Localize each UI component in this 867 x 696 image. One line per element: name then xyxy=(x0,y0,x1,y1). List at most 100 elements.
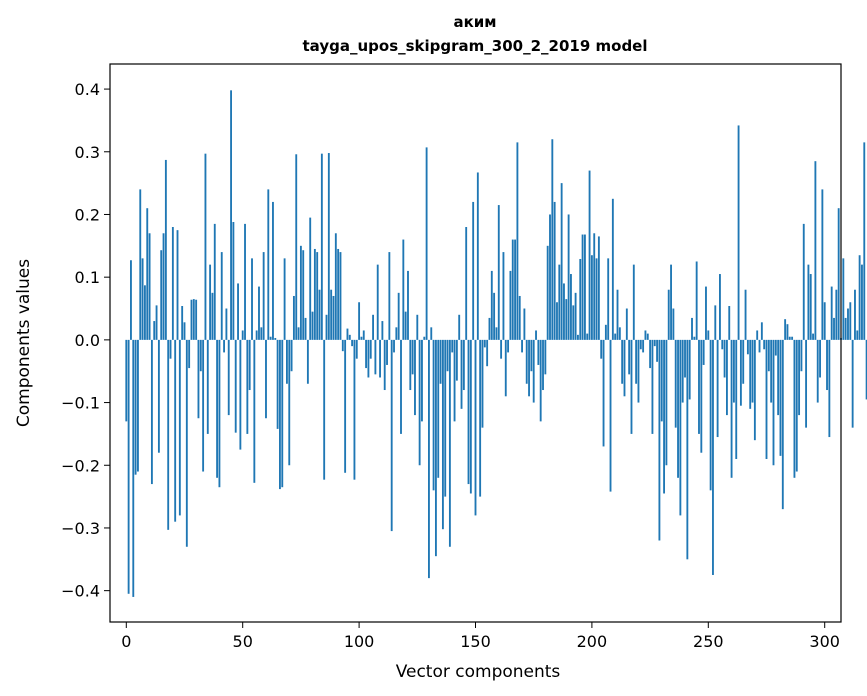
bar-186 xyxy=(558,264,561,340)
bar-280 xyxy=(777,339,780,416)
bar-65 xyxy=(276,339,279,429)
bar-43 xyxy=(225,308,228,340)
bar-3 xyxy=(132,339,135,597)
y-tick-label: −0.3 xyxy=(61,519,100,538)
bar-200 xyxy=(590,255,593,340)
bar-36 xyxy=(209,264,212,340)
bar-261 xyxy=(732,339,735,403)
bar-179 xyxy=(542,339,544,391)
bar-213 xyxy=(621,339,624,384)
bar-305 xyxy=(835,289,838,340)
bar-195 xyxy=(579,258,582,340)
bar-125 xyxy=(416,314,419,340)
bar-109 xyxy=(379,339,381,378)
bar-15 xyxy=(160,250,163,340)
bar-9 xyxy=(146,208,149,340)
bar-252 xyxy=(712,339,714,575)
bar-14 xyxy=(157,339,160,453)
bar-46 xyxy=(232,222,235,340)
bar-63 xyxy=(272,201,274,340)
bar-96 xyxy=(348,334,351,340)
bar-104 xyxy=(367,339,370,378)
bar-173 xyxy=(528,339,530,397)
bar-47 xyxy=(234,339,237,433)
bar-66 xyxy=(279,339,281,490)
bar-117 xyxy=(397,292,400,340)
bar-222 xyxy=(642,339,645,353)
bar-218 xyxy=(632,264,635,340)
bar-175 xyxy=(532,339,535,403)
bar-28 xyxy=(190,299,193,340)
bar-123 xyxy=(411,339,414,375)
bar-160 xyxy=(497,205,500,340)
bar-103 xyxy=(365,339,368,369)
bar-257 xyxy=(723,339,726,378)
bar-55 xyxy=(253,339,256,483)
bar-206 xyxy=(604,324,607,340)
y-tick-label: 0.4 xyxy=(75,80,100,99)
bar-164 xyxy=(507,339,510,353)
bar-253 xyxy=(714,305,717,340)
bar-190 xyxy=(567,214,570,340)
bar-269 xyxy=(751,339,754,403)
bar-122 xyxy=(409,339,412,391)
bar-308 xyxy=(842,258,845,340)
bar-247 xyxy=(700,339,703,453)
bar-314 xyxy=(856,330,859,340)
bar-25 xyxy=(183,322,186,340)
bar-293 xyxy=(807,264,810,340)
bar-272 xyxy=(758,339,761,353)
bar-91 xyxy=(337,248,340,340)
bar-189 xyxy=(565,299,568,340)
bar-227 xyxy=(653,339,656,347)
bar-147 xyxy=(467,339,470,485)
bar-21 xyxy=(174,339,177,522)
bar-90 xyxy=(334,233,337,340)
bar-166 xyxy=(511,239,514,340)
bar-295 xyxy=(812,333,814,340)
bar-194 xyxy=(577,334,579,340)
bar-181 xyxy=(546,245,549,340)
bar-292 xyxy=(805,339,808,428)
bar-144 xyxy=(460,339,463,409)
bar-266 xyxy=(744,289,747,340)
bar-180 xyxy=(544,339,547,375)
bar-92 xyxy=(339,252,342,340)
axis-ticks: 0 50 100 150 200 250 300 −0.4 −0.3 −0.2 −0.1 0.0 0.1… xyxy=(61,80,840,651)
x-tick-label: 50 xyxy=(233,632,253,651)
bar-232 xyxy=(665,339,668,466)
y-tick-label: −0.2 xyxy=(61,456,100,475)
bar-312 xyxy=(851,339,854,428)
bar-79 xyxy=(309,217,312,340)
bar-119 xyxy=(402,239,405,340)
bar-39 xyxy=(216,339,219,478)
bar-240 xyxy=(684,339,686,378)
bar-234 xyxy=(670,264,672,340)
bar-62 xyxy=(269,336,272,340)
bar-303 xyxy=(830,286,833,340)
bar-99 xyxy=(355,339,358,359)
bar-2 xyxy=(130,260,132,340)
bar-208 xyxy=(609,339,612,492)
bar-42 xyxy=(223,339,225,353)
bar-205 xyxy=(602,339,605,447)
bar-273 xyxy=(760,322,763,340)
bar-140 xyxy=(451,339,454,353)
bar-259 xyxy=(728,306,731,340)
bar-209 xyxy=(611,198,614,340)
bar-114 xyxy=(390,339,393,532)
bar-241 xyxy=(686,339,689,560)
bar-284 xyxy=(786,324,789,340)
bar-255 xyxy=(719,274,721,340)
bar-256 xyxy=(721,339,724,350)
bar-294 xyxy=(809,274,812,340)
bar-102 xyxy=(362,330,365,340)
bar-139 xyxy=(448,339,451,547)
bar-304 xyxy=(833,317,835,340)
bar-81 xyxy=(313,248,316,340)
bar-94 xyxy=(344,339,347,473)
y-tick-label: 0.0 xyxy=(75,331,100,350)
bar-158 xyxy=(493,292,496,340)
bar-174 xyxy=(530,339,533,372)
